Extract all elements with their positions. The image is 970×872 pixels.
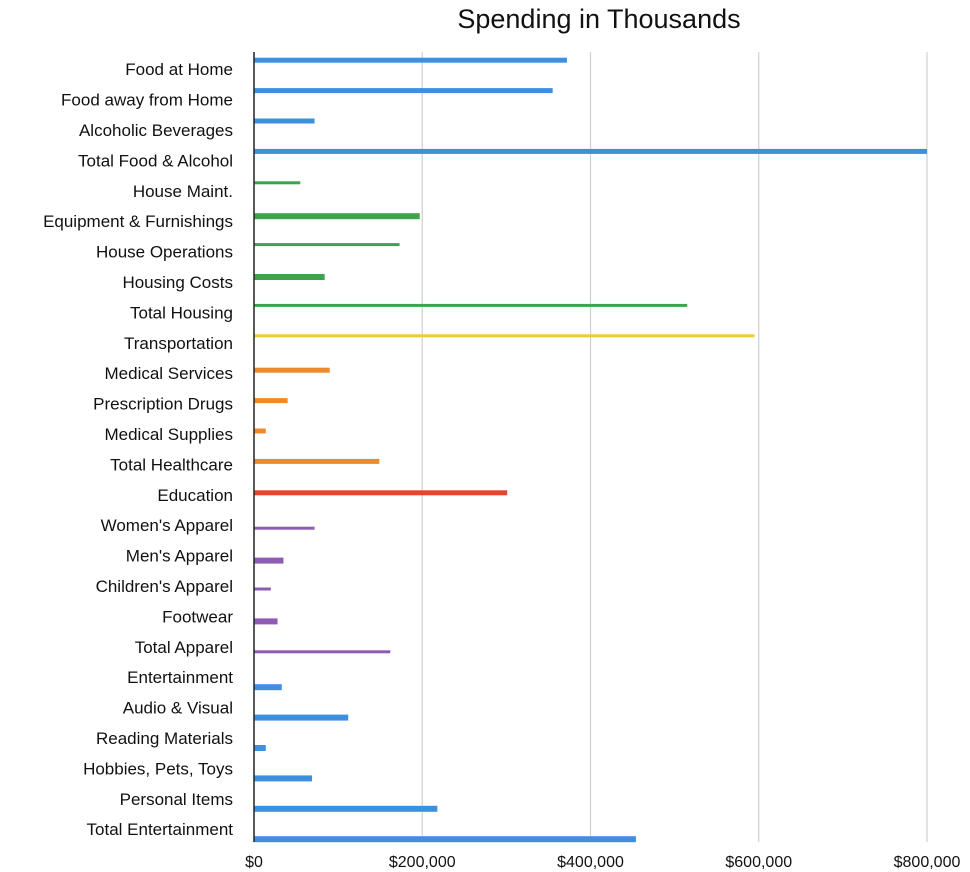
category-label: Total Apparel [135,638,233,657]
category-label: Total Healthcare [110,455,233,474]
category-label: House Operations [96,243,233,262]
category-label: Children's Apparel [96,577,233,596]
bar [254,274,325,280]
bar [254,118,315,124]
gridlines [421,52,928,842]
bar [254,428,266,434]
category-label: Medical Services [105,364,234,383]
category-label: Education [157,486,233,505]
category-label: Men's Apparel [126,547,233,566]
bar [254,334,755,338]
category-label: House Maint. [133,182,233,201]
category-labels: Food at Home Food away from Home Alcoholic… [43,60,233,839]
category-label: Women's Apparel [101,516,233,535]
bar [254,587,271,591]
bar [254,458,380,464]
category-label: Footwear [162,607,233,626]
bar [254,836,636,843]
category-label: Equipment & Furnishings [43,212,233,231]
bar [254,775,313,782]
bar [254,88,553,94]
bar [254,181,301,185]
x-tick-label: $800,000 [894,854,961,871]
category-label: Transportation [124,334,233,353]
bars [254,57,927,843]
category-label: Personal Items [120,790,233,809]
category-label: Total Housing [130,303,233,322]
category-label: Total Entertainment [87,820,234,839]
category-label: Reading Materials [96,729,233,748]
bar [254,490,508,496]
bar [254,367,330,373]
bar [254,243,400,247]
category-label: Food at Home [125,60,233,79]
x-tick-label: $600,000 [725,854,792,871]
category-label: Audio & Visual [123,699,233,718]
bar [254,714,349,721]
category-label: Prescription Drugs [93,395,233,414]
category-label: Alcoholic Beverages [79,121,233,140]
bar [254,650,391,654]
chart-title: Spending in Thousands [457,4,741,34]
bar [254,557,284,564]
bar [254,684,282,691]
x-tick-labels: $0 $200,000 $400,000 $600,000 $800,000 [245,854,960,871]
bar [254,618,278,625]
category-label: Total Food & Alcohol [78,151,233,170]
bar [254,303,688,307]
category-label: Housing Costs [122,273,233,292]
x-tick-label: $0 [245,854,263,871]
category-label: Hobbies, Pets, Toys [83,759,233,778]
category-label: Entertainment [127,668,233,687]
bar [254,398,288,404]
category-label: Food away from Home [61,91,233,110]
category-label: Medical Supplies [104,425,233,444]
x-tick-label: $200,000 [389,854,456,871]
bar [254,57,567,63]
bar [254,213,420,220]
bar [254,526,315,530]
x-tick-label: $400,000 [557,854,624,871]
bar [254,148,927,154]
bar [254,745,266,751]
bar [254,805,438,812]
